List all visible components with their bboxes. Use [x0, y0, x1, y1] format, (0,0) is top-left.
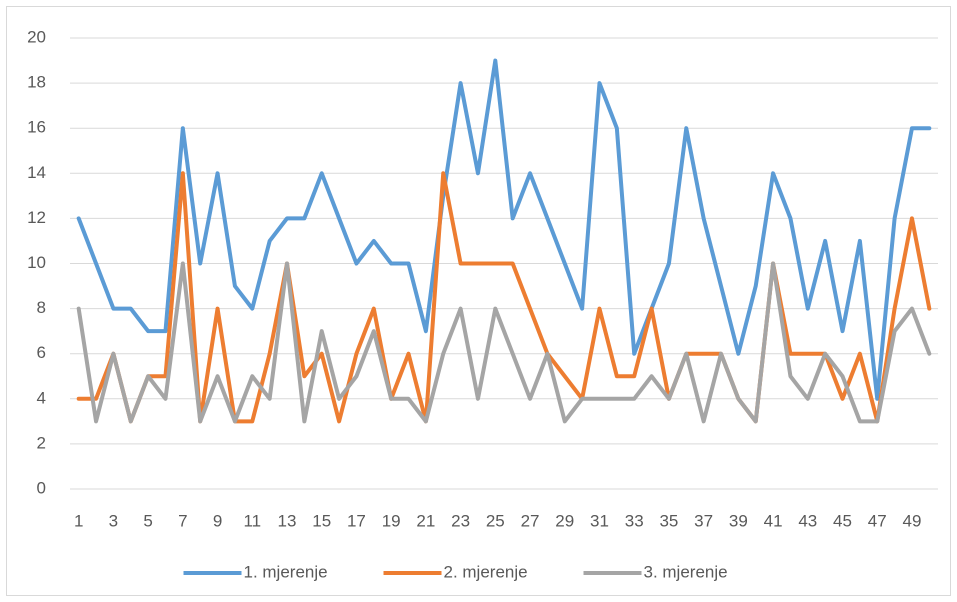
- x-tick-label: 43: [798, 511, 817, 530]
- x-tick-label: 7: [178, 511, 187, 530]
- x-tick-label: 31: [590, 511, 609, 530]
- x-tick-label: 15: [312, 511, 331, 530]
- x-tick-label: 9: [213, 511, 222, 530]
- y-tick-label: 14: [27, 163, 46, 182]
- x-tick-label: 27: [521, 511, 540, 530]
- y-tick-label: 12: [27, 208, 46, 227]
- x-tick-label: 13: [278, 511, 297, 530]
- x-tick-label: 21: [416, 511, 435, 530]
- x-tick-label: 29: [555, 511, 574, 530]
- y-tick-label: 6: [37, 343, 46, 362]
- legend-label: 2. mjerenje: [444, 562, 528, 581]
- x-tick-label: 45: [833, 511, 852, 530]
- x-tick-label: 11: [243, 511, 261, 530]
- chart-border: [6, 6, 951, 596]
- x-tick-label: 35: [659, 511, 678, 530]
- x-tick-label: 17: [347, 511, 366, 530]
- y-tick-label: 16: [27, 118, 46, 137]
- x-tick-label: 47: [868, 511, 887, 530]
- data-line: [76, 58, 932, 401]
- y-tick-label: 10: [27, 253, 46, 272]
- y-tick-label: 4: [37, 388, 46, 407]
- legend-label: 1. mjerenje: [244, 562, 328, 581]
- x-tick-label: 19: [382, 511, 401, 530]
- y-tick-label: 18: [27, 73, 46, 92]
- data-line: [76, 171, 932, 424]
- x-tick-label: 39: [729, 511, 748, 530]
- data-line: [76, 261, 932, 424]
- x-tick-label: 5: [143, 511, 152, 530]
- x-tick-label: 33: [625, 511, 644, 530]
- y-tick-label: 8: [37, 298, 46, 317]
- y-tick-label: 0: [37, 478, 46, 497]
- x-tick-label: 41: [764, 511, 783, 530]
- x-tick-label: 49: [902, 511, 921, 530]
- y-tick-label: 2: [37, 433, 46, 452]
- x-tick-label: 1: [74, 511, 83, 530]
- legend-label: 3. mjerenje: [644, 562, 728, 581]
- x-tick-label: 25: [486, 511, 505, 530]
- x-tick-label: 23: [451, 511, 470, 530]
- x-tick-label: 3: [109, 511, 118, 530]
- x-tick-label: 37: [694, 511, 713, 530]
- y-tick-label: 20: [27, 27, 46, 46]
